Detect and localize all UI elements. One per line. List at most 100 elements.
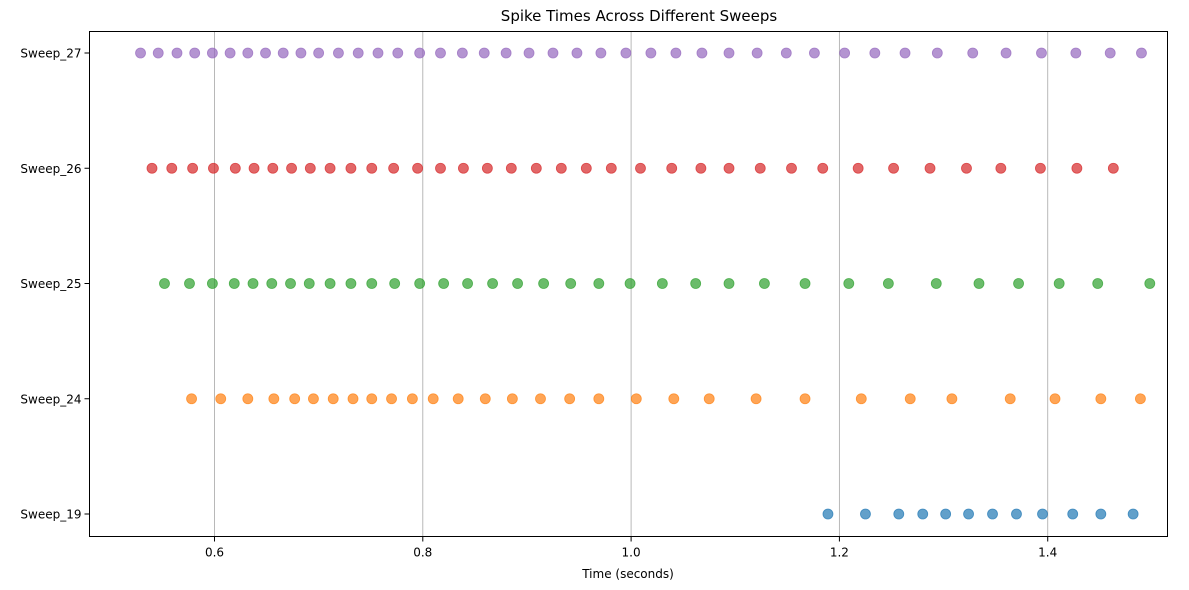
spike-point <box>904 393 916 405</box>
spike-point <box>809 47 820 59</box>
spike-point <box>888 162 899 174</box>
spike-point <box>855 393 867 405</box>
spike-point <box>146 162 158 174</box>
y-tick-label: Sweep_25 <box>20 277 81 291</box>
spike-point <box>839 47 851 59</box>
spike-point <box>372 47 384 59</box>
chart-title: Spike Times Across Different Sweeps <box>501 7 778 25</box>
spike-point <box>1013 278 1024 289</box>
spike-point <box>1095 508 1107 520</box>
spike-point <box>946 393 958 405</box>
spike-point <box>313 47 325 59</box>
spike-point <box>242 393 254 405</box>
spike-point <box>247 278 259 289</box>
spike-point <box>479 393 491 405</box>
spike-point <box>478 47 490 59</box>
spike-point <box>690 278 702 289</box>
spike-point <box>207 278 218 289</box>
spike-point <box>435 162 446 174</box>
spike-point <box>295 47 307 59</box>
spike-point <box>1036 47 1047 59</box>
spike-point <box>754 162 766 174</box>
x-tick-label: 1.2 <box>830 546 849 560</box>
spike-point <box>759 278 770 289</box>
spike-point <box>215 393 227 405</box>
spike-point <box>723 162 735 174</box>
spike-point <box>427 393 439 405</box>
spike-point <box>481 162 493 174</box>
spike-point <box>547 47 559 59</box>
spike-point <box>512 278 523 289</box>
spike-point <box>505 162 517 174</box>
x-tick-label: 0.6 <box>205 546 224 560</box>
spike-point <box>327 393 339 405</box>
spike-point <box>843 278 855 289</box>
spike-point <box>286 162 297 174</box>
spike-point <box>799 393 811 405</box>
spike-point <box>184 278 195 289</box>
spike-point <box>462 278 473 289</box>
spike-point <box>500 47 512 59</box>
spike-point <box>268 393 280 405</box>
spike-point <box>1070 47 1082 59</box>
spike-point <box>266 278 278 289</box>
spike-point <box>593 393 605 405</box>
spike-point <box>1049 393 1061 405</box>
spike-point <box>523 47 535 59</box>
spike-point <box>289 393 301 405</box>
spike-point <box>786 162 797 174</box>
spike-point <box>458 162 469 174</box>
spike-point <box>208 162 219 174</box>
spike-point <box>973 278 985 289</box>
spike-point <box>224 47 236 59</box>
spike-point <box>535 393 546 405</box>
x-tick-label: 0.8 <box>413 546 432 560</box>
spike-point <box>152 47 164 59</box>
spike-point <box>555 162 567 174</box>
spike-point <box>668 393 680 405</box>
spike-point <box>303 278 315 289</box>
spike-point <box>414 47 426 59</box>
spike-point <box>869 47 881 59</box>
spike-point <box>347 393 359 405</box>
spike-point <box>304 162 316 174</box>
spike-point <box>822 508 834 520</box>
spike-point <box>1053 278 1065 289</box>
spike-point <box>366 393 378 405</box>
y-axis: Sweep_19 Sweep_24 Sweep_25 Sweep_26 Sweep_27 <box>20 47 90 522</box>
spike-point <box>1071 162 1083 174</box>
spike-point <box>899 47 911 59</box>
spike-point <box>1011 508 1022 520</box>
spike-point <box>1135 393 1146 405</box>
spike-point <box>695 162 707 174</box>
spike-point <box>228 278 240 289</box>
spike-point <box>324 278 336 289</box>
spike-point <box>1107 162 1119 174</box>
spike-point <box>630 393 642 405</box>
spike-point <box>882 278 894 289</box>
spike-point <box>308 393 319 405</box>
spike-point <box>186 393 197 405</box>
spike-point <box>438 278 450 289</box>
spike-point <box>352 47 364 59</box>
spike-point <box>595 47 607 59</box>
spike-point <box>917 508 929 520</box>
spike-point <box>987 508 998 520</box>
spike-point <box>487 278 498 289</box>
spike-point <box>345 278 357 289</box>
spike-point <box>229 162 241 174</box>
spike-point <box>645 47 657 59</box>
spike-point <box>1000 47 1012 59</box>
spike-point <box>750 393 762 405</box>
spike-point <box>435 47 446 59</box>
spike-point <box>780 47 792 59</box>
spike-point <box>703 393 715 405</box>
spike-point <box>1067 508 1079 520</box>
spike-point <box>366 162 378 174</box>
spike-point <box>242 47 254 59</box>
spike-point <box>1004 393 1016 405</box>
spike-point <box>248 162 260 174</box>
spike-point <box>392 47 404 59</box>
spike-point <box>166 162 178 174</box>
